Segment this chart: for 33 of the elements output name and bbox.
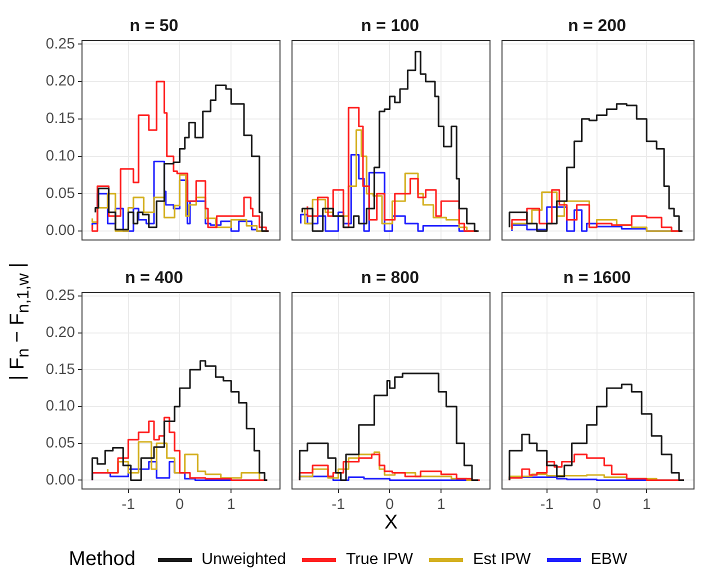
y-tick-label: 0.20 bbox=[46, 324, 75, 342]
x-tick-label: -1 bbox=[332, 496, 345, 514]
y-tick-label: 0.25 bbox=[46, 287, 75, 304]
legend-label: True IPW bbox=[346, 550, 413, 568]
chart-title: n = 800 bbox=[360, 268, 420, 287]
y-tick-label: 0.20 bbox=[46, 72, 75, 90]
x-tick-label: -1 bbox=[122, 496, 135, 514]
legend-label: EBW bbox=[590, 550, 628, 568]
x-tick-label: 0 bbox=[386, 496, 394, 514]
y-tick-label: 0.00 bbox=[46, 471, 75, 488]
x-tick-label: 1 bbox=[226, 496, 236, 514]
y-tick-label: 0.10 bbox=[46, 147, 75, 164]
y-tick-label: 0.15 bbox=[46, 360, 75, 378]
chart-title: n = 400 bbox=[124, 268, 184, 287]
x-tick-label: 0 bbox=[176, 496, 184, 514]
y-tick-label: 0.05 bbox=[46, 184, 75, 202]
x-tick-label: -1 bbox=[540, 496, 554, 514]
y-tick-label: 0.25 bbox=[46, 35, 75, 52]
legend-label: Est IPW bbox=[472, 550, 531, 568]
legend-label: Unweighted bbox=[202, 550, 286, 568]
y-tick-label: 0.00 bbox=[46, 222, 75, 240]
y-tick-label: 0.10 bbox=[46, 398, 75, 415]
y-tick-label: 0.05 bbox=[46, 434, 75, 452]
chart-title: n = 200 bbox=[568, 16, 626, 35]
legend-title: Method bbox=[68, 548, 136, 571]
x-tick-label: 1 bbox=[436, 496, 446, 514]
chart-title: n = 1600 bbox=[563, 268, 631, 287]
x-tick-label: 0 bbox=[592, 496, 601, 514]
x-axis-title: X bbox=[384, 512, 398, 534]
chart-title: n = 50 bbox=[130, 16, 178, 35]
y-tick-label: 0.15 bbox=[46, 110, 75, 128]
x-tick-label: 1 bbox=[642, 496, 651, 514]
chart-title: n = 100 bbox=[360, 16, 420, 35]
